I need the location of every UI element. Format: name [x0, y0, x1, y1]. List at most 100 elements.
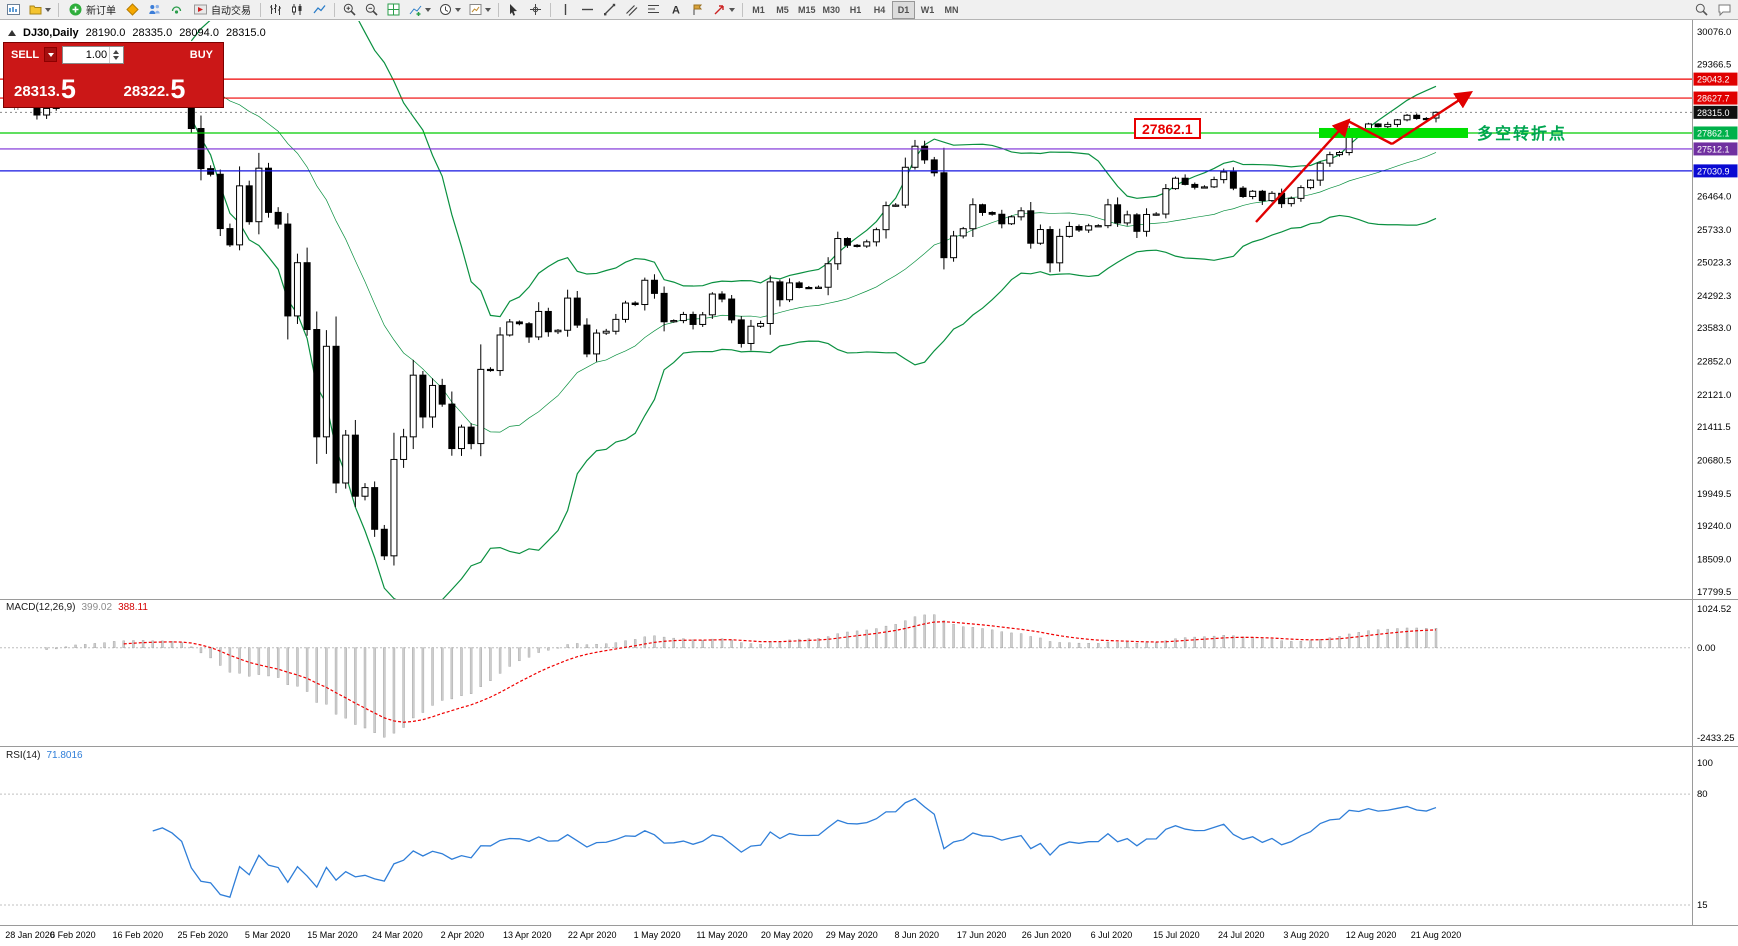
candlestick-chart-button[interactable] — [287, 1, 308, 19]
timeframe-M15[interactable]: M15 — [798, 4, 816, 15]
separator — [550, 2, 551, 17]
macd-panel[interactable] — [0, 614, 1692, 738]
timeframe-H4[interactable]: H4 — [873, 4, 886, 15]
price-badge-text: 28315.0 — [1697, 108, 1730, 118]
price-badge-27030.9 — [1693, 164, 1738, 178]
chat-button[interactable] — [1714, 1, 1735, 19]
text-tool-button[interactable]: A — [665, 1, 686, 19]
buy-price[interactable]: 28322. 5 — [114, 66, 224, 107]
crosshair-button[interactable] — [525, 1, 546, 19]
horizontal-line-button[interactable] — [577, 1, 598, 19]
cursor-button[interactable] — [503, 1, 524, 19]
date-label: 12 Aug 2020 — [1346, 930, 1397, 940]
timeframe-MN[interactable]: MN — [944, 4, 959, 15]
timeframe-W1[interactable]: W1 — [920, 4, 935, 15]
timeframe-H1[interactable]: H1 — [849, 4, 862, 15]
rsi-name: RSI(14) — [6, 750, 41, 761]
zoom-out-icon — [365, 3, 378, 16]
highlight-band[interactable] — [1319, 127, 1468, 138]
community-button[interactable] — [144, 1, 165, 19]
sell-options-dropdown[interactable] — [44, 47, 58, 62]
tile-windows-button[interactable] — [383, 1, 404, 19]
main-price-panel[interactable] — [0, 0, 1692, 608]
chart-objects-layer[interactable] — [0, 78, 1692, 223]
indicators-caret-icon — [425, 7, 431, 12]
vertical-line-button[interactable] — [555, 1, 576, 19]
rsi-label-row: RSI(14) 71.8016 — [6, 750, 83, 761]
rsi-scale-label: 15 — [1697, 900, 1708, 911]
volume-spinner[interactable] — [109, 46, 121, 63]
turning-point-label[interactable]: 多空转折点 — [1477, 126, 1568, 143]
periods-clock-icon — [440, 4, 451, 15]
macd-histogram — [45, 614, 1438, 738]
templates-button[interactable] — [465, 1, 494, 19]
sell-button[interactable]: SELL — [11, 48, 40, 61]
date-label: 20 May 2020 — [761, 930, 813, 940]
ohlc-high: 28335.0 — [132, 27, 173, 39]
price-badge-text: 27512.1 — [1697, 144, 1730, 154]
price-scale-label: 29366.5 — [1697, 59, 1731, 70]
separator — [498, 2, 499, 17]
sell-price[interactable]: 28313. 5 — [4, 66, 114, 107]
price-scale-label: 26464.0 — [1697, 192, 1731, 203]
community-icon — [149, 4, 160, 14]
fibonacci-button[interactable] — [643, 1, 664, 19]
channel-button[interactable] — [621, 1, 642, 19]
candlestick-chart-icon — [292, 4, 302, 15]
trend-arrow-up-2[interactable] — [1391, 91, 1474, 146]
buy-button[interactable]: BUY — [189, 48, 213, 61]
chart-profiles-button[interactable] — [25, 1, 54, 19]
new-chart-button[interactable] — [3, 1, 24, 19]
channel-icon — [626, 5, 638, 16]
trend-segment-down[interactable] — [1347, 119, 1393, 146]
periods-button[interactable] — [435, 1, 464, 19]
rsi-panel[interactable] — [0, 793, 1692, 906]
timeframe-M5[interactable]: M5 — [776, 4, 789, 15]
templates-icon — [469, 4, 482, 15]
timeframe-M1[interactable]: M1 — [752, 4, 765, 15]
auto-trading-button[interactable]: 自动交易 — [188, 1, 256, 19]
macd-value-signal: 388.11 — [118, 602, 148, 613]
svg-text:A: A — [672, 5, 680, 17]
price-scale[interactable]: 30076.0 29366.5 26464.0 25733.0 25023.3 24292… — [0, 20, 1738, 926]
macd-signal-line — [123, 621, 1437, 723]
bar-chart-button[interactable] — [265, 1, 286, 19]
indicators-button[interactable] — [405, 1, 434, 19]
fibonacci-icon — [648, 5, 659, 13]
price-scale-label: 22852.0 — [1697, 356, 1731, 367]
price-annotation-box[interactable]: 27862.1 — [1134, 118, 1201, 139]
market-button[interactable] — [122, 1, 143, 19]
label-tool-button[interactable] — [687, 1, 708, 19]
macd-scale-label: 1024.52 — [1697, 604, 1731, 615]
candles-layer — [4, 51, 1440, 566]
price-badge-28627.7 — [1693, 91, 1738, 105]
rsi-scale-label: 100 — [1697, 758, 1713, 769]
date-label: 17 Jun 2020 — [957, 930, 1007, 940]
price-badge-27862.1 — [1693, 126, 1738, 140]
price-scale-label: 23583.0 — [1697, 323, 1731, 334]
trendline-button[interactable] — [599, 1, 620, 19]
timeframe-D1[interactable]: D1 — [892, 0, 916, 19]
rsi-value: 71.8016 — [46, 750, 83, 761]
volume-input[interactable] — [63, 48, 110, 61]
search-button[interactable] — [1691, 1, 1712, 19]
zoom-in-button[interactable] — [339, 1, 360, 19]
timeframe-M30[interactable]: M30 — [822, 4, 841, 15]
trend-arrow-up-1[interactable] — [1255, 118, 1351, 223]
price-badge-text: 28627.7 — [1697, 94, 1730, 104]
tile-windows-icon — [387, 3, 400, 16]
new-order-button[interactable]: 新订单 — [63, 1, 121, 19]
zoom-out-button[interactable] — [361, 1, 382, 19]
toolbar: 新订单 自动交易 A M1 M5 M15 M30 H1 H4 D1 W1 MN — [0, 0, 1738, 20]
price-scale-label: 19949.5 — [1697, 489, 1731, 500]
chart-title-row: DJ30,Daily 28190.0 28335.0 28094.0 28315… — [8, 27, 266, 39]
line-chart-button[interactable] — [309, 1, 330, 19]
profiles-caret-icon — [45, 7, 51, 12]
one-click-collapse-icon[interactable] — [8, 30, 16, 36]
signals-button[interactable] — [166, 1, 187, 19]
arrows-tool-button[interactable] — [709, 1, 738, 19]
date-label: 24 Mar 2020 — [372, 930, 423, 940]
separator — [58, 2, 59, 17]
